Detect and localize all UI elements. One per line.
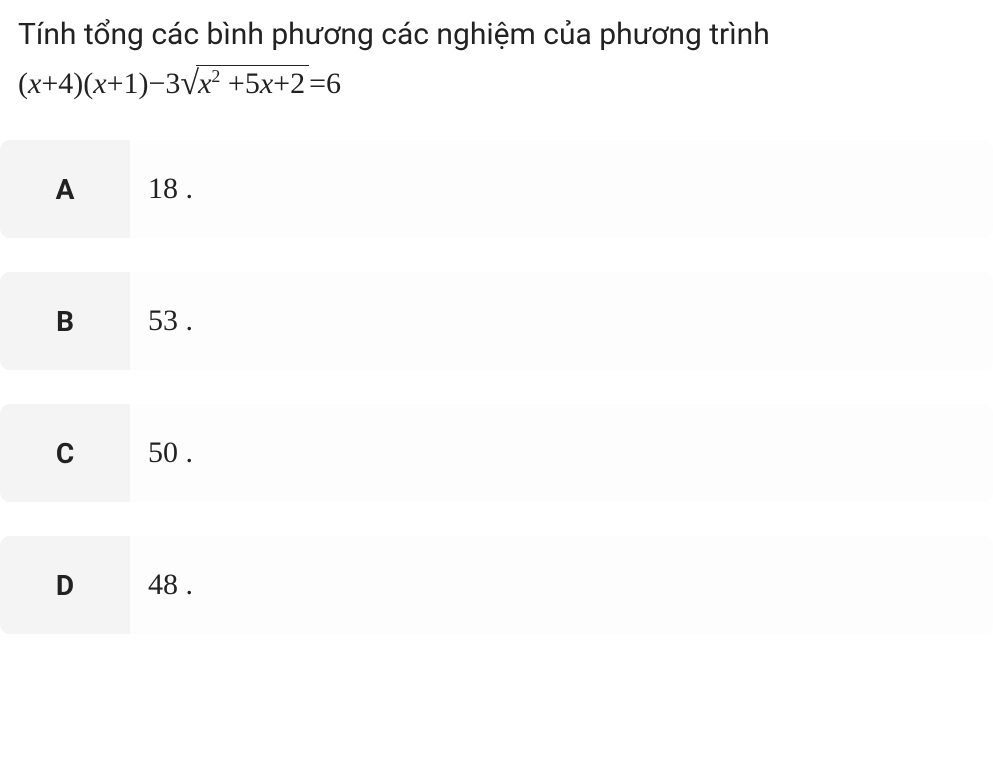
option-label: D — [0, 536, 130, 634]
eq-factor1-open: ( — [18, 67, 28, 101]
eq-factor2-open: ( — [83, 67, 93, 101]
eq-factor1-b: 4 — [58, 67, 73, 101]
eq-factor2-a: x — [93, 67, 106, 101]
radicand-op1: + — [228, 67, 245, 100]
option-label: C — [0, 404, 130, 502]
option-value: 50 . — [130, 404, 993, 502]
question-prompt: Tính tổng các bình phương các nghiệm của… — [0, 0, 993, 63]
option-value: 48 . — [130, 536, 993, 634]
radicand-term2-var: x — [260, 67, 273, 100]
option-value: 18 . — [130, 140, 993, 238]
eq-rhs: 6 — [326, 67, 341, 101]
options-list: A 18 . B 53 . C 50 . D 48 . — [0, 126, 993, 634]
eq-factor2-b: 1 — [124, 67, 139, 101]
eq-factor1-a: x — [28, 67, 41, 101]
eq-factor1-close: ) — [73, 67, 83, 101]
radicand-term1-var: x — [198, 67, 211, 100]
option-label: A — [0, 140, 130, 238]
eq-minus: − — [149, 67, 166, 101]
eq-equals: = — [309, 67, 326, 101]
option-value: 53 . — [130, 272, 993, 370]
eq-radicand: x2 +5x+2 — [196, 65, 309, 102]
radicand-term2-coef: 5 — [245, 67, 260, 100]
option-c[interactable]: C 50 . — [0, 404, 993, 502]
radicand-op2: + — [273, 67, 290, 100]
radicand-term3: 2 — [290, 67, 305, 100]
option-a[interactable]: A 18 . — [0, 140, 993, 238]
sqrt-sign-icon: √ — [180, 67, 199, 101]
eq-coef: 3 — [165, 67, 180, 101]
option-d[interactable]: D 48 . — [0, 536, 993, 634]
question-equation: ( x + 4 ) ( x + 1 ) − 3 √ x2 +5x+2 = 6 — [0, 63, 993, 126]
eq-factor1-op: + — [41, 67, 58, 101]
radicand-term1-exp: 2 — [211, 66, 220, 86]
eq-sqrt: √ x2 +5x+2 — [180, 65, 309, 102]
eq-factor2-close: ) — [139, 67, 149, 101]
option-label: B — [0, 272, 130, 370]
eq-factor2-op: + — [107, 67, 124, 101]
option-b[interactable]: B 53 . — [0, 272, 993, 370]
